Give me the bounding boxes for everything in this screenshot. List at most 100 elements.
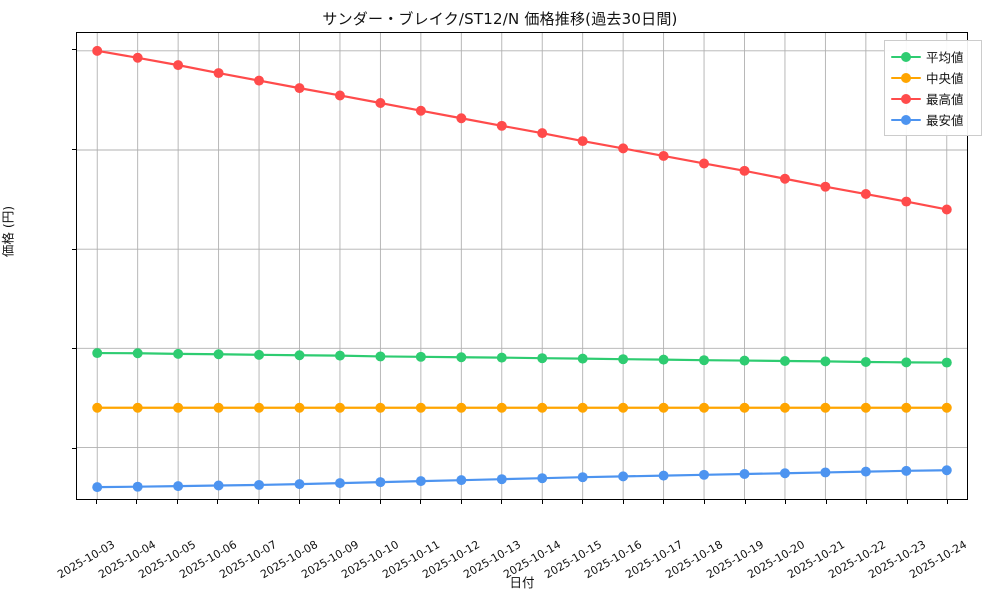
data-point[interactable] [860,402,871,413]
data-point[interactable] [658,150,669,161]
data-point[interactable] [739,165,750,176]
data-point[interactable] [375,477,386,488]
data-point[interactable] [779,468,790,479]
y-tick-mark [72,148,76,150]
data-point[interactable] [92,348,103,359]
data-point[interactable] [699,355,710,366]
data-point[interactable] [618,354,629,365]
data-point[interactable] [901,402,912,413]
data-point[interactable] [618,143,629,154]
data-point[interactable] [415,105,426,116]
data-point[interactable] [496,352,507,363]
data-point[interactable] [537,402,548,413]
data-point[interactable] [456,352,467,363]
data-point[interactable] [820,181,831,192]
grid-lines [77,33,967,499]
data-point[interactable] [779,173,790,184]
data-point[interactable] [213,68,224,79]
data-point[interactable] [820,402,831,413]
x-tick-mark [906,500,908,504]
data-point[interactable] [820,467,831,478]
data-point[interactable] [779,402,790,413]
data-point[interactable] [375,351,386,362]
data-point[interactable] [213,480,224,491]
data-point[interactable] [456,475,467,486]
data-point[interactable] [334,90,345,101]
data-point[interactable] [860,189,871,199]
data-point[interactable] [537,473,548,484]
data-point[interactable] [618,402,629,413]
legend-marker-icon [891,92,921,106]
data-point[interactable] [456,113,467,124]
data-point[interactable] [132,52,143,63]
data-point[interactable] [254,402,265,413]
data-point[interactable] [577,353,588,364]
data-point[interactable] [375,402,386,413]
data-point[interactable] [779,356,790,366]
data-point[interactable] [537,128,548,139]
data-point[interactable] [860,356,871,367]
data-point[interactable] [496,120,507,131]
data-point[interactable] [901,196,912,207]
data-point[interactable] [739,355,750,366]
data-point[interactable] [173,402,184,413]
data-point[interactable] [92,402,103,413]
data-point[interactable] [173,481,184,492]
data-point[interactable] [739,402,750,413]
data-point[interactable] [92,45,103,56]
data-point[interactable] [496,402,507,413]
data-point[interactable] [213,349,224,360]
data-point[interactable] [173,60,184,71]
data-point[interactable] [658,354,669,365]
legend-item[interactable]: 最安値 [891,109,975,130]
data-point[interactable] [456,402,467,413]
data-point[interactable] [92,482,103,493]
data-point[interactable] [375,98,386,108]
data-point[interactable] [699,469,710,480]
data-point[interactable] [941,465,952,476]
legend-item[interactable]: 中央値 [891,67,975,88]
data-point[interactable] [901,465,912,476]
data-point[interactable] [699,402,710,413]
data-point[interactable] [334,350,345,361]
data-point[interactable] [132,402,143,413]
data-point[interactable] [132,348,143,359]
data-point[interactable] [254,479,265,490]
data-point[interactable] [254,349,265,360]
data-point[interactable] [577,402,588,413]
data-point[interactable] [415,351,426,362]
data-point[interactable] [941,357,952,368]
data-point[interactable] [294,479,305,490]
data-point[interactable] [213,402,224,413]
data-point[interactable] [658,402,669,413]
data-point[interactable] [941,402,952,413]
x-tick-mark [703,500,705,504]
data-point[interactable] [739,469,750,479]
x-tick-mark [217,500,219,504]
data-point[interactable] [577,472,588,483]
data-point[interactable] [173,348,184,359]
data-point[interactable] [901,357,912,368]
data-point[interactable] [415,402,426,413]
data-point[interactable] [132,481,143,492]
data-point[interactable] [294,350,305,361]
data-point[interactable] [618,471,629,482]
legend-item[interactable]: 平均値 [891,46,975,67]
data-point[interactable] [699,158,710,169]
data-point[interactable] [415,476,426,487]
data-point[interactable] [254,75,265,86]
data-point[interactable] [820,356,831,367]
data-point[interactable] [658,470,669,481]
data-point[interactable] [294,83,305,94]
legend-item[interactable]: 最高値 [891,88,975,109]
data-point[interactable] [294,402,305,413]
data-point[interactable] [334,478,345,489]
data-point[interactable] [496,474,507,485]
data-point[interactable] [577,136,588,147]
data-point[interactable] [860,466,871,477]
x-tick-mark [825,500,827,504]
x-tick-mark [541,500,543,504]
data-point[interactable] [537,353,548,364]
data-point[interactable] [941,204,952,215]
data-point[interactable] [334,402,345,413]
